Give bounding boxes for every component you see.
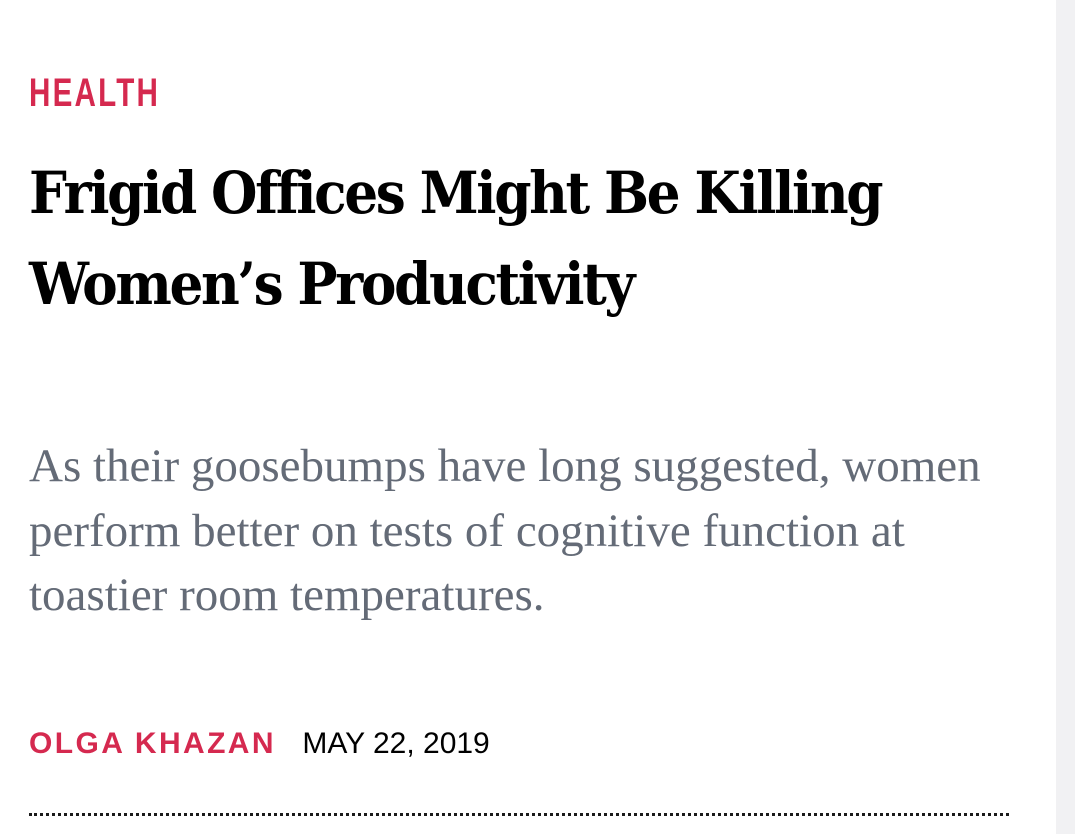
byline: OLGA KHAZAN MAY 22, 2019 <box>29 722 490 771</box>
author-link[interactable]: OLGA KHAZAN <box>29 727 276 760</box>
publish-date: MAY 22, 2019 <box>302 727 490 760</box>
article-dek: As their goosebumps have long suggested,… <box>29 440 981 621</box>
article-headline: Frigid Offices Might Be Killing Women’s … <box>29 159 884 318</box>
dotted-divider <box>29 813 1009 816</box>
section-link[interactable]: HEALTH <box>29 71 161 115</box>
scrollbar-track[interactable] <box>1056 0 1075 834</box>
